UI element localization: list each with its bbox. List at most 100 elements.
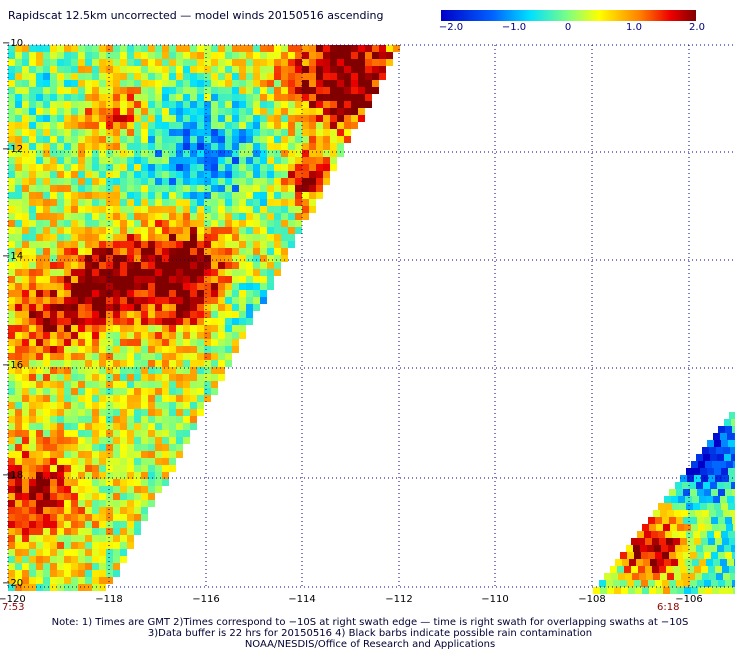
swath-cell: [620, 580, 627, 587]
swath-cell: [127, 290, 134, 297]
swath-cell: [628, 587, 635, 594]
swath-cell: [690, 517, 697, 524]
swath-cell: [627, 580, 634, 587]
swath-cell: [725, 580, 732, 587]
swath-cell: [22, 101, 29, 108]
swath-cell: [197, 255, 204, 262]
swath-cell: [253, 150, 260, 157]
swath-cell: [92, 423, 99, 430]
swath-cell: [190, 416, 197, 423]
swath-cell: [106, 507, 113, 514]
swath-cell: [64, 87, 71, 94]
swath-cell: [36, 213, 43, 220]
swath-cell: [330, 136, 337, 143]
swath-cell: [176, 185, 183, 192]
swath-cell: [225, 290, 232, 297]
swath-cell: [379, 73, 386, 80]
swath-cell: [337, 129, 344, 136]
swath-cell: [85, 388, 92, 395]
swath-cell: [99, 87, 106, 94]
swath-cell: [183, 290, 190, 297]
swath-cell: [64, 143, 71, 150]
swath-cell: [274, 255, 281, 262]
swath-cell: [85, 220, 92, 227]
swath-cell: [8, 367, 15, 374]
swath-cell: [85, 479, 92, 486]
swath-cell: [169, 59, 176, 66]
swath-cell: [351, 59, 358, 66]
swath-cell: [239, 255, 246, 262]
swath-cell: [358, 80, 365, 87]
lon-label: −116: [192, 594, 220, 605]
swath-cell: [92, 381, 99, 388]
swath-cell: [316, 164, 323, 171]
swath-cell: [288, 178, 295, 185]
swath-cell: [267, 206, 274, 213]
swath-cell: [43, 255, 50, 262]
swath-cell: [683, 489, 690, 496]
swath-cell: [246, 248, 253, 255]
swath-cell: [99, 472, 106, 479]
swath-cell: [204, 206, 211, 213]
swath-cell: [78, 52, 85, 59]
swath-cell: [260, 150, 267, 157]
swath-cell: [204, 269, 211, 276]
swath-cell: [323, 122, 330, 129]
swath-cell: [714, 468, 721, 475]
swath-cell: [190, 276, 197, 283]
swath-cell: [29, 332, 36, 339]
swath-cell: [113, 360, 120, 367]
swath-cell: [197, 150, 204, 157]
swath-cell: [211, 353, 218, 360]
swath-cell: [155, 472, 162, 479]
lon-label: −110: [481, 594, 509, 605]
swath-cell: [15, 346, 22, 353]
swath-cell: [15, 248, 22, 255]
swath-cell: [22, 584, 29, 591]
swath-cell: [43, 94, 50, 101]
swath-cell: [323, 101, 330, 108]
swath-cell: [719, 587, 726, 594]
swath-cell: [239, 220, 246, 227]
swath-cell: [85, 339, 92, 346]
swath-cell: [225, 199, 232, 206]
swath-cell: [134, 465, 141, 472]
swath-cell: [669, 552, 676, 559]
swath-cell: [57, 430, 64, 437]
swath-cell: [169, 101, 176, 108]
swath-cell: [36, 416, 43, 423]
swath-cell: [232, 227, 239, 234]
swath-cell: [232, 283, 239, 290]
swath-cell: [183, 416, 190, 423]
swath-cell: [162, 318, 169, 325]
swath-cell: [71, 577, 78, 584]
swath-cell: [113, 283, 120, 290]
swath-cell: [141, 129, 148, 136]
swath-cell: [162, 52, 169, 59]
swath-cell: [106, 479, 113, 486]
swath-cell: [260, 192, 267, 199]
swath-cell: [197, 276, 204, 283]
swath-cell: [169, 318, 176, 325]
swath-cell: [106, 101, 113, 108]
swath-cell: [169, 395, 176, 402]
swath-cell: [78, 479, 85, 486]
swath-cell: [155, 248, 162, 255]
swath-cell: [218, 360, 225, 367]
swath-cell: [211, 227, 218, 234]
swath-cell: [330, 45, 337, 52]
swath-cell: [15, 283, 22, 290]
swath-cell: [218, 318, 225, 325]
swath-cell: [218, 374, 225, 381]
swath-cell: [29, 549, 36, 556]
swath-cell: [71, 150, 78, 157]
swath-cell: [274, 185, 281, 192]
swath-cell: [120, 367, 127, 374]
swath-cell: [204, 80, 211, 87]
swath-cell: [57, 290, 64, 297]
swath-cell: [658, 531, 665, 538]
swath-cell: [190, 220, 197, 227]
swath-cell: [679, 531, 686, 538]
swath-cell: [225, 227, 232, 234]
swath-cell: [169, 262, 176, 269]
